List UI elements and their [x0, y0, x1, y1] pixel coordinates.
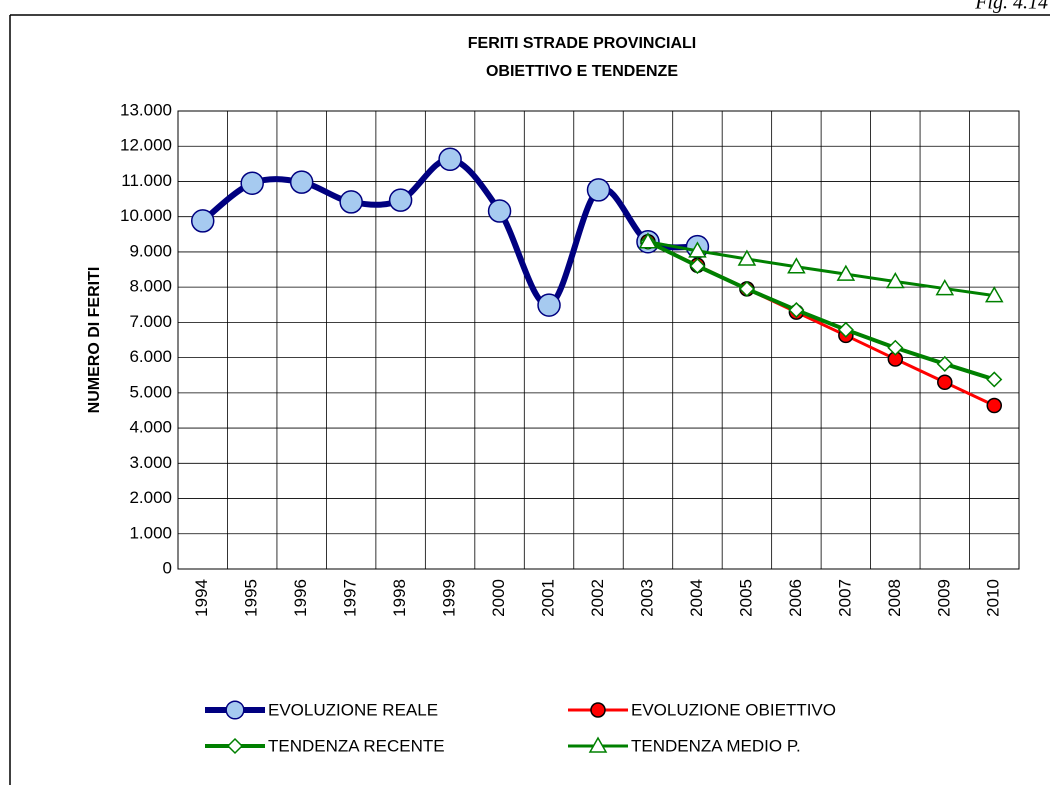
- y-tick-label: 2.000: [129, 488, 172, 507]
- marker: [289, 170, 314, 194]
- marker: [788, 301, 805, 319]
- x-tick-label: 2007: [835, 579, 854, 617]
- y-axis-label: NUMERO DI FERITI: [86, 267, 103, 414]
- marker: [638, 232, 658, 249]
- x-tick-label: 2009: [934, 579, 953, 617]
- legend-marker: [590, 702, 606, 718]
- legend-label: EVOLUZIONE REALE: [268, 700, 438, 719]
- x-tick-label: 2004: [687, 579, 706, 617]
- y-tick-label: 11.000: [121, 171, 172, 190]
- marker: [935, 279, 955, 296]
- figure-label: Fig. 4.14: [974, 0, 1048, 14]
- marker: [836, 264, 856, 281]
- marker: [937, 374, 953, 391]
- y-tick-label: 3.000: [129, 453, 172, 472]
- series-line: [647, 240, 995, 298]
- chart-title: FERITI STRADE PROVINCIALI: [468, 35, 696, 52]
- marker: [986, 397, 1003, 414]
- marker: [787, 257, 806, 274]
- y-tick-label: 12.000: [120, 136, 172, 155]
- marker: [537, 293, 561, 317]
- marker: [837, 321, 854, 338]
- y-tick-label: 1.000: [129, 523, 172, 542]
- x-tick-label: 1998: [390, 579, 409, 617]
- marker: [986, 371, 1003, 388]
- x-tick-label: 2002: [588, 579, 607, 617]
- marker: [689, 257, 706, 275]
- legend-label: TENDENZA MEDIO P.: [631, 736, 801, 755]
- x-tick-label: 2003: [637, 579, 656, 617]
- y-tick-label: 7.000: [129, 312, 172, 331]
- marker: [487, 199, 512, 223]
- legend-label: TENDENZA RECENTE: [268, 736, 445, 755]
- x-tick-label: 1994: [192, 579, 211, 617]
- x-tick-label: 1999: [440, 579, 459, 617]
- x-tick-label: 1997: [341, 579, 360, 617]
- y-tick-label: 0: [163, 558, 172, 577]
- legend-marker: [226, 737, 244, 755]
- series-line: [647, 239, 995, 382]
- chart-title: OBIETTIVO E TENDENZE: [486, 63, 678, 80]
- legend-marker: [225, 700, 245, 720]
- x-tick-label: 2000: [489, 579, 508, 617]
- x-tick-label: 2008: [885, 579, 904, 617]
- marker: [240, 171, 264, 195]
- marker: [688, 241, 707, 258]
- y-tick-label: 6.000: [129, 347, 172, 366]
- marker: [886, 272, 905, 289]
- legend-label: EVOLUZIONE OBIETTIVO: [631, 700, 836, 719]
- plot-area: [177, 110, 1020, 570]
- marker: [388, 188, 413, 212]
- y-tick-label: 4.000: [129, 418, 172, 437]
- marker: [936, 355, 953, 373]
- marker: [438, 147, 462, 172]
- y-tick-label: 8.000: [129, 277, 172, 296]
- x-tick-label: 2010: [984, 579, 1003, 617]
- x-tick-label: 1996: [291, 579, 310, 617]
- marker: [339, 190, 363, 214]
- y-tick-label: 9.000: [129, 241, 172, 260]
- marker: [887, 339, 904, 356]
- x-tick-label: 2005: [736, 579, 755, 617]
- legend-marker: [588, 736, 608, 753]
- x-tick-label: 2001: [539, 579, 558, 617]
- marker: [586, 178, 611, 202]
- x-tick-label: 2006: [786, 579, 805, 617]
- y-tick-label: 5.000: [129, 382, 172, 401]
- marker: [190, 209, 215, 233]
- y-tick-label: 13.000: [120, 100, 172, 119]
- marker: [984, 286, 1004, 303]
- y-tick-label: 10.000: [120, 206, 172, 225]
- marker: [737, 249, 757, 266]
- marker: [738, 280, 755, 297]
- x-tick-label: 1995: [242, 579, 261, 617]
